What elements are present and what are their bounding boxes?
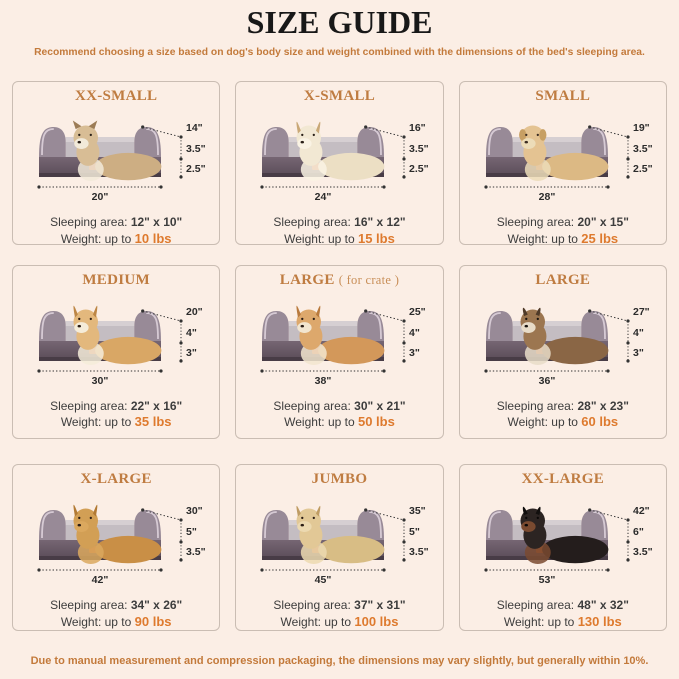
svg-text:3.5": 3.5": [633, 546, 653, 558]
svg-text:4": 4": [186, 327, 197, 339]
svg-text:14": 14": [186, 122, 203, 134]
svg-text:3.5": 3.5": [409, 143, 429, 155]
svg-text:30": 30": [186, 505, 203, 517]
svg-text:5": 5": [409, 526, 420, 538]
svg-text:45": 45": [315, 574, 332, 586]
svg-text:3": 3": [186, 347, 197, 359]
svg-text:3": 3": [409, 347, 420, 359]
svg-text:24": 24": [315, 191, 332, 203]
svg-text:36": 36": [538, 375, 555, 387]
svg-text:4": 4": [633, 327, 644, 339]
svg-text:16": 16": [409, 122, 426, 134]
svg-text:27": 27": [633, 306, 650, 318]
svg-text:28": 28": [538, 191, 555, 203]
svg-text:53": 53": [538, 574, 555, 586]
svg-text:3": 3": [633, 347, 644, 359]
svg-text:3.5": 3.5": [186, 143, 206, 155]
svg-text:20": 20": [186, 306, 203, 318]
svg-text:25": 25": [409, 306, 426, 318]
svg-text:30": 30": [92, 375, 109, 387]
svg-text:42": 42": [633, 505, 650, 517]
svg-text:19": 19": [633, 122, 650, 134]
svg-text:2.5": 2.5": [409, 163, 429, 175]
svg-text:4": 4": [409, 327, 420, 339]
svg-text:3.5": 3.5": [186, 546, 206, 558]
svg-text:3.5": 3.5": [633, 143, 653, 155]
svg-text:35": 35": [409, 505, 426, 517]
svg-text:5": 5": [186, 526, 197, 538]
svg-text:3.5": 3.5": [409, 546, 429, 558]
svg-text:42": 42": [92, 574, 109, 586]
svg-text:20": 20": [92, 191, 109, 203]
svg-text:2.5": 2.5": [186, 163, 206, 175]
svg-text:6": 6": [633, 526, 644, 538]
svg-text:2.5": 2.5": [633, 163, 653, 175]
svg-text:38": 38": [315, 375, 332, 387]
